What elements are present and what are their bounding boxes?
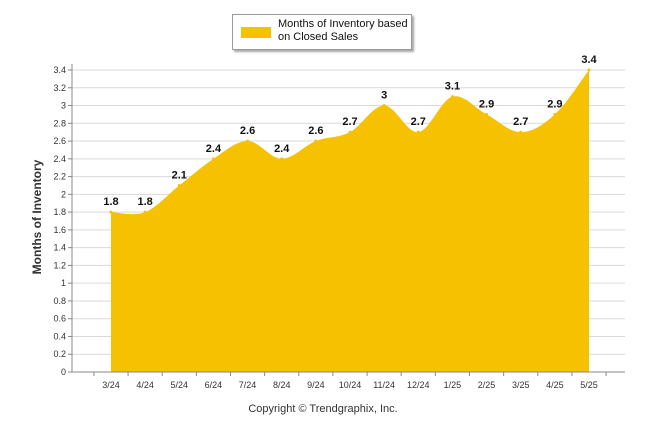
x-tick-label: 1/25 [444,380,462,390]
x-tick-label: 8/24 [273,380,291,390]
copyright-text: Copyright © Trendgraphix, Inc. [248,403,398,415]
y-tick-label: 2.4 [53,154,66,164]
data-point [109,210,113,214]
y-tick-label: 2.6 [53,136,66,146]
data-point [382,104,386,108]
y-axis-label: Months of Inventory [30,159,44,274]
x-tick-label: 4/25 [546,380,564,390]
data-label: 2.1 [172,169,187,181]
x-tick-label: 2/25 [478,380,496,390]
x-tick-label: 10/24 [339,380,362,390]
data-point [416,130,420,134]
y-tick-label: 1.2 [53,260,66,270]
data-point [450,95,454,99]
data-label: 2.6 [240,125,255,137]
data-label: 3.1 [445,81,460,93]
axes: 0 0.2 0.4 0.6 0.8 1 1.2 1.4 1.6 1.8 2 2.2 2.4 2.6 2.8 3… [53,64,625,390]
data-labels: 1.8 1.8 2.1 2.4 2.6 2.4 2.6 2.7 3 2.7 3.1 2.9 2.7 2.9… [103,54,597,208]
data-label: 2.7 [342,116,357,128]
data-label: 3 [381,90,387,102]
data-point [587,68,591,72]
y-tick-label: 0.6 [53,314,66,324]
y-tick-label: 2 [61,189,66,199]
data-point [485,112,489,116]
y-tick-label: 0 [61,367,66,377]
y-tick-label: 0.8 [53,296,66,306]
x-tick-label: 3/25 [512,380,530,390]
x-tick-label: 9/24 [307,380,325,390]
data-label: 3.4 [581,54,597,66]
x-tick-label: 12/24 [407,380,430,390]
x-tick-label: 4/24 [136,380,154,390]
y-tick-label: 1.8 [53,207,66,217]
y-tick-label: 2.8 [53,118,66,128]
data-point [177,183,181,187]
y-tick-label: 3.2 [53,83,66,93]
legend-label-line-1: Months of Inventory based [278,18,408,30]
data-label: 1.8 [103,196,118,208]
x-tick-label: 5/25 [580,380,598,390]
data-point [519,130,523,134]
y-tick-label: 3.4 [53,65,66,75]
data-label: 2.9 [547,98,562,110]
data-point [211,157,215,161]
legend: Months of Inventory based on Closed Sale… [232,14,412,50]
data-point [348,130,352,134]
x-tick-label: 6/24 [205,380,223,390]
data-label: 1.8 [137,196,152,208]
area-series-fill [111,70,589,372]
data-label: 2.6 [308,125,323,137]
y-tick-label: 1 [61,278,66,288]
x-tick-label: 3/24 [102,380,120,390]
data-point [246,139,250,143]
y-tick-label: 0.4 [53,331,66,341]
y-tick-label: 2.2 [53,172,66,182]
x-tick-label: 7/24 [239,380,257,390]
area-series [109,68,591,372]
data-point [553,112,557,116]
data-label: 2.7 [411,116,426,128]
data-point [143,210,147,214]
data-label: 2.7 [513,116,528,128]
data-point [314,139,318,143]
data-point [280,157,284,161]
y-tick-label: 1.6 [53,225,66,235]
data-label: 2.4 [206,143,222,155]
x-tick-label: 5/24 [171,380,189,390]
data-label: 2.4 [274,143,290,155]
x-tick-label: 11/24 [373,380,395,390]
y-tick-label: 1.4 [53,243,66,253]
legend-swatch [241,27,271,38]
legend-label-line-2: on Closed Sales [278,31,359,43]
y-tick-label: 0.2 [53,349,66,359]
legend-label: Months of Inventory based on Closed Sale… [278,18,408,44]
data-label: 2.9 [479,98,494,110]
y-tick-label: 3 [61,101,66,111]
